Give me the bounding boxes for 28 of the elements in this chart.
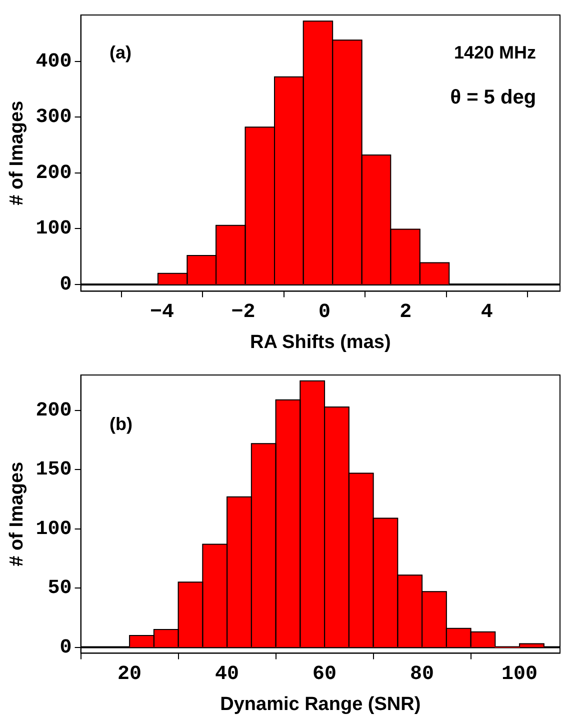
x-tick-label: 40 [215,663,240,686]
x-axis-title: Dynamic Range (SNR) [220,694,421,715]
y-tick-label: 0 [60,636,72,660]
x-tick-label: −4 [150,301,174,324]
x-tick-label: −2 [231,301,256,324]
annotation: (b) [110,414,133,434]
y-tick-label: 150 [36,458,72,482]
annotation: θ = 5 deg [450,86,536,108]
y-axis-title: # of Images [6,462,28,566]
y-tick-label: 400 [36,50,72,74]
x-axis-title: RA Shifts (mas) [250,332,391,353]
x-tick-label: 20 [118,663,142,686]
x-tick-label: 2 [400,301,412,324]
x-tick-label: 80 [410,663,434,686]
y-tick-label: 200 [36,162,72,185]
y-tick-label: 100 [36,518,72,541]
annotation: 1420 MHz [454,42,536,63]
y-tick-label: 300 [36,106,72,130]
y-tick-label: 100 [36,218,72,241]
x-tick-label: 0 [318,301,330,324]
x-tick-label: 100 [502,663,538,686]
y-tick-label: 0 [60,274,72,297]
x-tick-label: 4 [480,301,493,324]
y-tick-label: 50 [48,577,72,600]
y-axis-title: # of Images [6,100,28,206]
x-tick-label: 60 [312,663,337,686]
annotation: (a) [110,42,132,63]
y-tick-label: 200 [36,400,72,423]
